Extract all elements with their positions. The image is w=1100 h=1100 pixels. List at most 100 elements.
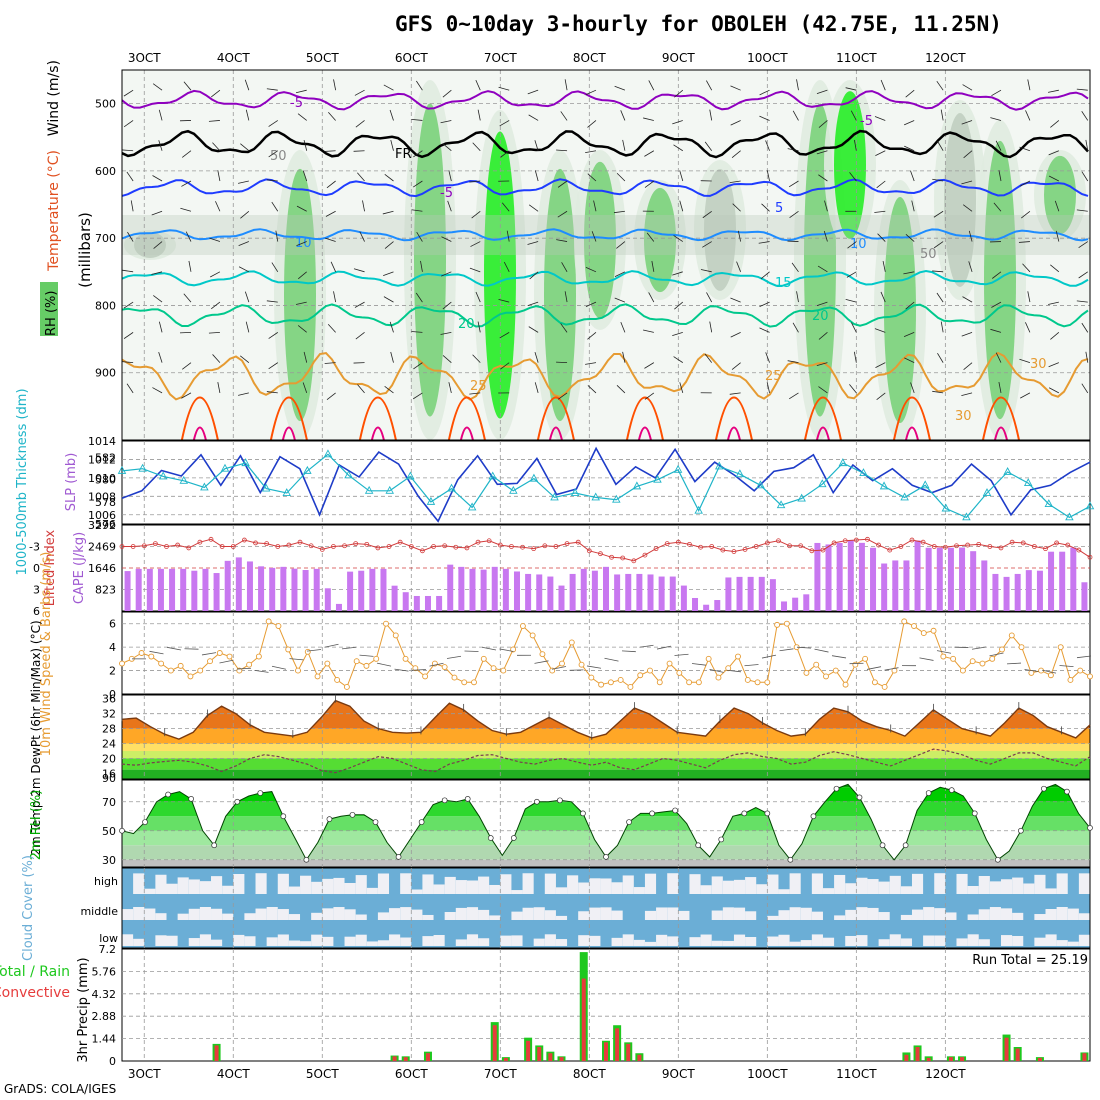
wind-barb-74 — [297, 325, 307, 333]
wind-barb-189 — [622, 139, 626, 151]
cloud-gap-1-53 — [711, 910, 723, 920]
cape-bar-84 — [1059, 551, 1066, 611]
cloud-ytick-2: low — [99, 932, 118, 945]
wind-barb-185 — [585, 362, 597, 365]
cape-bar-39 — [558, 585, 565, 611]
lifted-index-point-50 — [675, 539, 681, 545]
cloud-gap-2-68 — [878, 939, 890, 946]
cape-bar-12 — [258, 566, 265, 611]
wind-barb-78 — [328, 111, 336, 121]
wind-barb-293 — [880, 291, 886, 303]
wind-barb-15 — [151, 210, 163, 216]
wind-barb-276 — [850, 110, 857, 121]
cloud-gap-0-7 — [199, 881, 212, 894]
wind-barb-296 — [876, 392, 886, 401]
wind-barb-236 — [737, 230, 742, 242]
wind10m-barb-46 — [936, 650, 952, 654]
upper-air-ytick-1: 600 — [95, 165, 116, 178]
temp-ytick-0: 36 — [102, 693, 116, 706]
cape-bar-49 — [669, 576, 676, 611]
precip-conv-bar-16 — [915, 1047, 920, 1061]
wind10m-barb-32 — [691, 663, 707, 666]
wind-barb-366 — [1081, 171, 1089, 182]
wind-barb-8 — [123, 332, 134, 339]
wind10m-barb-18 — [446, 655, 462, 659]
rh-ytick-0: 70 — [102, 796, 116, 809]
wind-barb-44 — [244, 79, 250, 91]
wind-barb-157 — [534, 170, 539, 182]
wind-barb-151 — [499, 332, 510, 339]
temp-band-1 — [122, 728, 1090, 744]
lifted-index-point-35 — [509, 544, 514, 549]
thickness-point-37 — [879, 481, 889, 490]
cape-bar-76 — [970, 551, 977, 611]
thickness-point-32 — [776, 500, 786, 509]
cloud-gap-2-32 — [478, 938, 490, 946]
thickness-point-40 — [941, 503, 951, 512]
wind-barb-180 — [593, 200, 597, 212]
cloud-gap-1-6 — [188, 908, 200, 920]
wind-barb-172 — [564, 291, 568, 303]
wind-barb-266 — [816, 150, 828, 155]
cloud-gap-0-59 — [778, 889, 790, 894]
wind-barb-116 — [420, 260, 423, 272]
lifted-index-point-84 — [1054, 540, 1060, 546]
wind-barb-297 — [905, 89, 915, 98]
cape-ytick-3: 823 — [95, 584, 116, 597]
cloud-gap-1-59 — [778, 910, 790, 920]
wind-barb-187 — [614, 85, 626, 91]
cloud-gap-0-84 — [1056, 873, 1068, 894]
precip-ytick-0: 7.2 — [99, 943, 117, 956]
thickness-ytick-2: 578 — [95, 496, 116, 509]
legend-wind: Wind (m/s) — [46, 60, 62, 136]
wind-barb-235 — [732, 203, 741, 212]
cloud-gap-1-32 — [478, 909, 490, 920]
wind10m-point-45 — [559, 660, 565, 667]
wind10m-point-24 — [353, 658, 360, 665]
cape-bar-71 — [914, 540, 921, 611]
precip-conv-bar-1 — [392, 1056, 397, 1061]
wind-barb-159 — [527, 241, 539, 245]
wind-barb-140 — [477, 321, 481, 333]
cloud-gap-2-6 — [188, 938, 200, 946]
lifted-index-point-2 — [141, 543, 147, 549]
lifted-index-point-66 — [853, 537, 859, 543]
cape-bar-25 — [402, 592, 409, 611]
cloud-gap-1-23 — [377, 912, 390, 920]
wind10m-point-28 — [392, 632, 399, 639]
bottom-xtick-7: 10OCT — [747, 1067, 788, 1081]
cloud-gap-1-66 — [856, 907, 868, 920]
cloud-gap-2-45 — [622, 934, 634, 946]
wind-barb-319 — [962, 84, 973, 91]
top-xtick-0: 3OCT — [128, 51, 161, 65]
cloud-gap-2-37 — [533, 938, 545, 946]
wind-barb-284 — [853, 351, 857, 363]
wind-barb-37 — [215, 201, 221, 212]
cloud-gap-2-35 — [511, 935, 523, 946]
wind-barb-27 — [185, 231, 192, 242]
precip-conv-bar-2 — [403, 1057, 408, 1061]
thickness-point-17 — [467, 502, 477, 511]
wind-barb-281 — [846, 271, 857, 278]
bottom-xtick-1: 4OCT — [217, 1067, 250, 1081]
cape-bar-7 — [202, 568, 209, 611]
cape-bar-29 — [447, 564, 454, 611]
lifted-index-point-71 — [909, 537, 915, 543]
wind-barb-100 — [389, 109, 394, 121]
wind10m-barb-11 — [324, 643, 339, 648]
wind-barb-112 — [413, 150, 423, 158]
wind-barb-332 — [995, 140, 1002, 151]
thickness-point-25 — [632, 481, 642, 490]
isotherm-30-peak-2 — [358, 396, 397, 441]
cape-bar-30 — [458, 566, 465, 611]
wind-barb-204 — [651, 260, 655, 272]
cloud-gap-1-77 — [978, 909, 990, 920]
wind-barb-373 — [1081, 383, 1089, 394]
wind-barb-256 — [788, 180, 799, 188]
cloud-gap-0-6 — [188, 879, 200, 894]
thickness-point-15 — [426, 496, 436, 505]
wind-barb-0 — [123, 89, 134, 97]
wind-barb-340 — [998, 382, 1002, 393]
cloud-gap-0-18 — [322, 878, 334, 894]
wind-barb-150 — [498, 298, 510, 303]
